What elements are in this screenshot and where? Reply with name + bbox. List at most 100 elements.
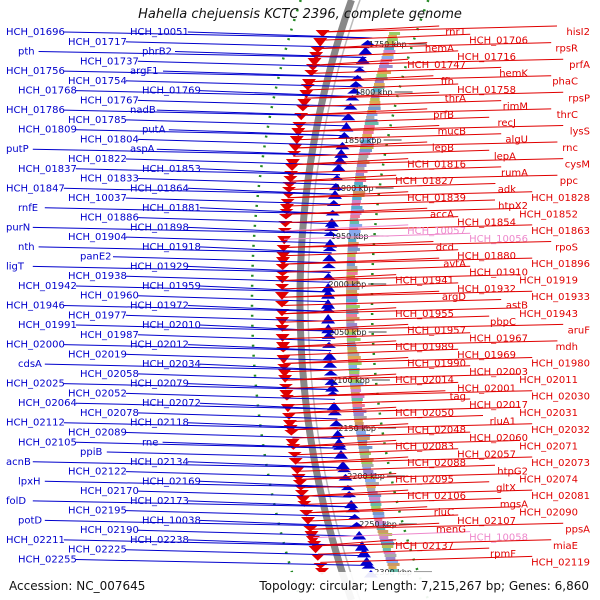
feature-block	[387, 38, 398, 41]
leader-line	[75, 168, 341, 176]
reverse-gene-arrow	[324, 218, 339, 227]
feature-block	[361, 140, 371, 143]
forward-gene-arrow	[279, 390, 294, 399]
feature-block	[365, 482, 379, 485]
gene-label: HCH_02071	[519, 441, 578, 452]
feature-block	[379, 65, 393, 68]
reverse-gene-arrow	[342, 491, 357, 498]
feature-block	[369, 500, 381, 503]
gene-label: HCH_01943	[519, 309, 578, 320]
leader-line	[301, 481, 490, 489]
reverse-gene-arrow	[352, 67, 367, 73]
leader-line	[187, 305, 331, 312]
leader-line	[308, 75, 552, 83]
leader-line	[199, 402, 337, 410]
feature-block	[348, 362, 362, 365]
feature-block	[349, 380, 361, 383]
feature-block	[346, 290, 358, 293]
accession-text: Accession: NC_007645	[9, 579, 146, 593]
feature-block	[384, 554, 397, 557]
feature-block	[382, 548, 391, 551]
feature-block	[346, 338, 361, 341]
scale-label: 2000 kbp	[328, 280, 366, 289]
forward-gene-arrow	[275, 292, 289, 300]
feature-block	[356, 164, 367, 167]
feature-block	[355, 428, 366, 431]
gene-label: HCH_02052	[68, 388, 127, 399]
scale-label: 1800 kbp	[355, 88, 393, 97]
forward-gene-arrow	[282, 420, 297, 428]
gene-label: rnfE	[18, 203, 38, 214]
feature-block	[372, 89, 382, 92]
leader-line	[125, 197, 337, 205]
feature-block	[349, 371, 360, 374]
leader-line	[137, 334, 331, 342]
reverse-gene-arrow	[334, 450, 348, 459]
gene-label: HCH_02134	[130, 457, 189, 468]
feature-block	[351, 206, 363, 209]
leader-line	[125, 314, 331, 322]
leader-line	[75, 90, 356, 98]
gene-label: gltX	[496, 483, 516, 494]
forward-gene-arrow	[304, 531, 319, 540]
gene-label: HCH_01769	[142, 86, 201, 97]
reverse-gene-arrow	[321, 314, 336, 324]
feature-block	[384, 47, 395, 50]
forward-gene-arrow	[278, 384, 293, 390]
leader-line	[287, 390, 533, 398]
gene-label: HCH_01754	[68, 76, 127, 87]
gene-label: HCH_01910	[469, 267, 528, 278]
leader-line	[297, 125, 440, 132]
leader-line	[44, 519, 359, 527]
feature-block	[383, 50, 396, 53]
leader-line	[125, 392, 336, 400]
leader-line	[282, 323, 409, 331]
forward-gene-arrow	[299, 510, 314, 517]
gene-label: aruF	[568, 325, 591, 336]
forward-gene-arrow	[277, 236, 292, 245]
leader-line	[63, 305, 331, 312]
gene-label: ppiB	[80, 447, 102, 458]
gene-label: HCH_01886	[80, 213, 139, 224]
gene-label: HCH_02238	[130, 535, 189, 546]
reverse-gene-arrow	[344, 500, 359, 509]
feature-block	[353, 188, 362, 191]
gene-label: HCH_02081	[531, 491, 590, 502]
feature-block	[388, 35, 397, 38]
feature-block	[351, 395, 365, 398]
leader-line	[282, 265, 471, 273]
leader-line	[199, 363, 333, 371]
gene-label: mgsA	[500, 499, 528, 510]
gene-label: phaC	[552, 77, 578, 88]
feature-block	[358, 152, 371, 155]
gene-label: HCH_02031	[519, 408, 578, 419]
leader-line	[321, 25, 558, 33]
leader-line	[285, 207, 428, 215]
forward-gene-arrow	[290, 467, 305, 475]
feature-block	[369, 497, 381, 500]
leader-line	[75, 285, 331, 293]
leader-line	[300, 108, 428, 116]
feature-block	[347, 251, 358, 254]
feature-block	[346, 323, 358, 326]
gene-label: HCH_01933	[531, 292, 590, 303]
gene-label: HCH_02011	[519, 375, 578, 386]
leader-line	[317, 42, 428, 50]
gene-label: HCH_01932	[457, 284, 516, 295]
gene-label: HCH_01967	[469, 334, 528, 345]
leader-line	[156, 148, 344, 156]
feature-block	[353, 185, 368, 188]
leader-line	[281, 290, 440, 298]
forward-gene-arrow	[283, 176, 298, 183]
forward-gene-arrow	[294, 490, 309, 497]
leader-line	[168, 129, 347, 137]
leader-line	[125, 549, 367, 557]
leader-line	[283, 348, 459, 356]
feature-block	[348, 233, 360, 236]
gene-label: HCH_01809	[18, 125, 77, 136]
feature-block	[354, 422, 364, 425]
feature-block	[386, 560, 399, 563]
gene-label: HCH_02079	[130, 379, 189, 390]
feature-block	[359, 452, 371, 455]
gene-label: HCH_01919	[519, 276, 578, 287]
